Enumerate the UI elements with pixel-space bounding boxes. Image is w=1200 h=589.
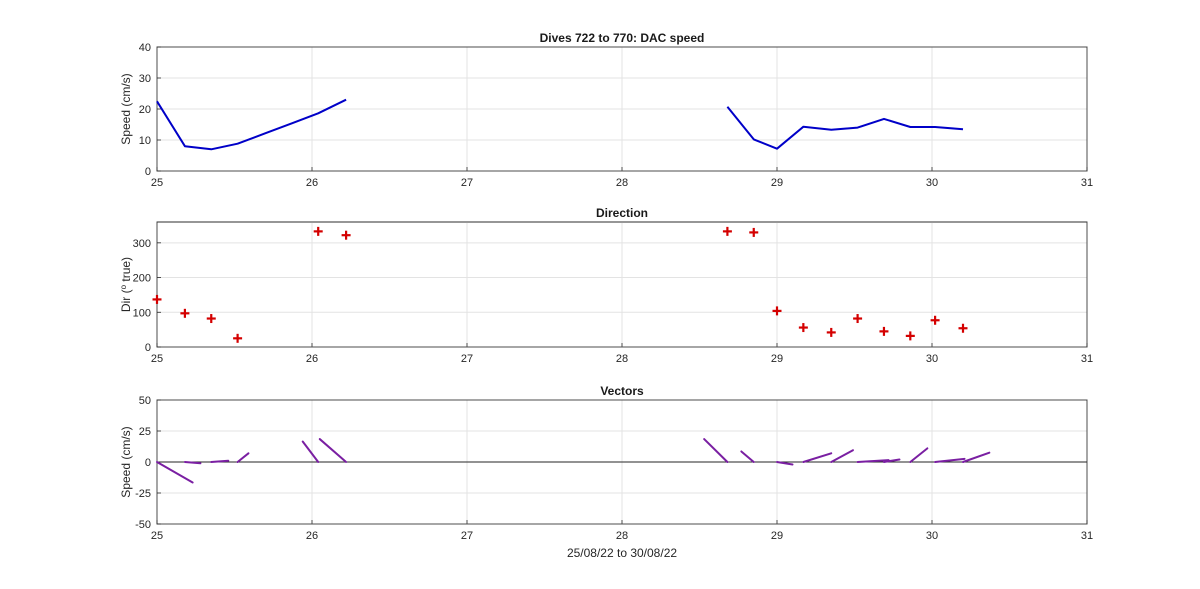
- x-tick-label: 27: [461, 353, 473, 365]
- chart-title: Dives 722 to 770: DAC speed: [540, 31, 705, 45]
- y-tick-label: 300: [133, 238, 151, 250]
- current-vector: [962, 451, 991, 463]
- direction-point: [722, 226, 732, 236]
- x-tick-label: 28: [616, 530, 628, 542]
- current-vector: [802, 452, 833, 463]
- x-tick-label: 30: [926, 353, 938, 365]
- x-tick-label: 31: [1081, 177, 1093, 189]
- y-tick-label: 0: [145, 166, 151, 178]
- x-tick-label: 25: [151, 353, 163, 365]
- x-tick-label: 26: [306, 530, 318, 542]
- y-axis-label: Speed (cm/s): [119, 73, 133, 144]
- current-vector: [830, 449, 854, 463]
- current-vector: [856, 459, 890, 463]
- x-axis-label: 25/08/22 to 30/08/22: [567, 546, 677, 560]
- direction-point: [749, 227, 759, 237]
- direction-point: [798, 323, 808, 333]
- x-tick-label: 25: [151, 177, 163, 189]
- plot-border: [156, 221, 1088, 348]
- y-tick-label: 50: [139, 395, 151, 407]
- x-tick-label: 26: [306, 353, 318, 365]
- current-vector: [156, 461, 194, 484]
- current-vector: [318, 438, 348, 463]
- direction-point: [772, 306, 782, 316]
- current-vector: [909, 447, 929, 463]
- current-vector: [236, 452, 250, 463]
- x-tick-label: 30: [926, 530, 938, 542]
- direction-point: [233, 333, 243, 343]
- direction-point: [313, 226, 323, 236]
- speed-series-line-2: [726, 106, 964, 150]
- y-tick-label: 100: [133, 307, 151, 319]
- panel-2: 25 26 27 28 29 30 31 0 100 200 300 Direction Dir (o …: [119, 206, 1094, 365]
- y-tick-label: 40: [139, 42, 151, 54]
- y-tick-label: 30: [139, 73, 151, 85]
- chart-title: Direction: [596, 206, 648, 220]
- y-axis-label: Speed (cm/s): [119, 426, 133, 497]
- direction-point: [879, 326, 889, 336]
- chart-title: Vectors: [600, 384, 644, 398]
- plot-border: [156, 46, 1088, 172]
- current-vector: [882, 458, 901, 463]
- current-vector: [934, 457, 966, 463]
- x-tick-label: 25: [151, 530, 163, 542]
- x-tick-label: 29: [771, 177, 783, 189]
- direction-point: [958, 323, 968, 333]
- direction-point: [152, 294, 162, 304]
- direction-point: [905, 331, 915, 341]
- panel-3: 25 26 27 28 29 30 31 -50 -25 0 25 50 Vectors Speed (c…: [119, 384, 1093, 560]
- x-tick-label: 31: [1081, 353, 1093, 365]
- y-axis-label: Dir (o true): [119, 257, 134, 312]
- y-tick-label: 20: [139, 104, 151, 116]
- current-vector: [740, 450, 755, 463]
- y-tick-label: 25: [139, 426, 151, 438]
- x-tick-label: 29: [771, 530, 783, 542]
- x-tick-label: 27: [461, 530, 473, 542]
- x-tick-label: 31: [1081, 530, 1093, 542]
- direction-point: [930, 315, 940, 325]
- y-tick-label: 200: [133, 273, 151, 285]
- panel-1: 25 26 27 28 29 30 31 0 10 20 30 40 Dives 722 to 770:…: [119, 31, 1093, 189]
- direction-point: [341, 230, 351, 240]
- current-vector: [776, 461, 794, 466]
- current-vector: [210, 459, 230, 463]
- y-tick-label: -25: [135, 488, 151, 500]
- direction-point: [206, 314, 216, 324]
- x-tick-label: 27: [461, 177, 473, 189]
- y-tick-label: 0: [145, 342, 151, 354]
- x-tick-label: 29: [771, 353, 783, 365]
- x-tick-label: 28: [616, 353, 628, 365]
- current-vector: [183, 461, 202, 465]
- speed-series-line-1: [156, 98, 347, 151]
- x-tick-label: 26: [306, 177, 318, 189]
- current-vector: [703, 438, 729, 463]
- y-tick-label: 0: [145, 457, 151, 469]
- x-tick-label: 30: [926, 177, 938, 189]
- current-vector: [301, 440, 320, 463]
- y-tick-label: -50: [135, 519, 151, 531]
- direction-point: [853, 314, 863, 324]
- y-tick-label: 10: [139, 135, 151, 147]
- x-tick-label: 28: [616, 177, 628, 189]
- direction-point: [826, 327, 836, 337]
- direction-point: [180, 308, 190, 318]
